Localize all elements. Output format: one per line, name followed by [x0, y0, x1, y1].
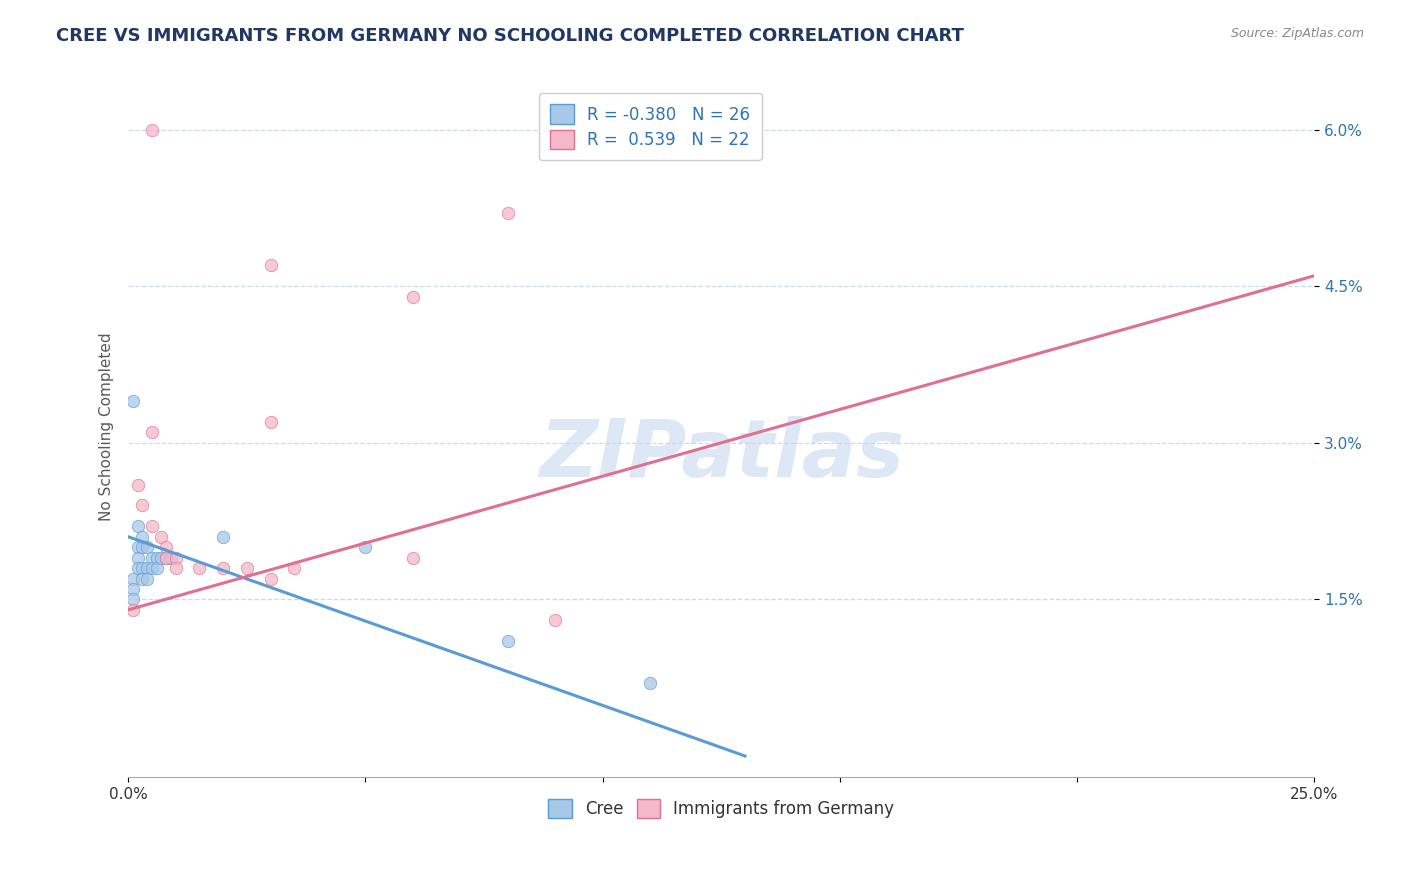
Point [141, 519, 163, 533]
Point [259, 572, 281, 586]
Point [165, 550, 187, 565]
Point [155, 550, 177, 565]
Text: ZIPatlas: ZIPatlas [538, 417, 904, 494]
Point [122, 582, 145, 596]
Point [136, 561, 159, 575]
Point [212, 530, 235, 544]
Point [188, 561, 211, 575]
Point [131, 530, 153, 544]
Point [402, 550, 425, 565]
Point [127, 519, 149, 533]
Point [127, 477, 149, 491]
Point [122, 603, 145, 617]
Point [145, 550, 167, 565]
Point [259, 258, 281, 272]
Point [131, 572, 153, 586]
Point [122, 394, 145, 409]
Point [127, 540, 149, 554]
Point [496, 206, 519, 220]
Point [131, 561, 153, 575]
Point [165, 561, 187, 575]
Point [136, 572, 159, 586]
Text: CREE VS IMMIGRANTS FROM GERMANY NO SCHOOLING COMPLETED CORRELATION CHART: CREE VS IMMIGRANTS FROM GERMANY NO SCHOO… [56, 27, 965, 45]
Point [236, 561, 259, 575]
Y-axis label: No Schooling Completed: No Schooling Completed [100, 333, 114, 522]
Point [122, 592, 145, 607]
Point [150, 550, 173, 565]
Point [131, 499, 153, 513]
Point [212, 561, 235, 575]
Text: Source: ZipAtlas.com: Source: ZipAtlas.com [1230, 27, 1364, 40]
Point [160, 550, 183, 565]
Point [283, 561, 305, 575]
Point [141, 122, 163, 136]
Point [141, 550, 163, 565]
Point [496, 634, 519, 648]
Point [544, 613, 567, 627]
Point [638, 676, 661, 690]
Point [122, 572, 145, 586]
Point [354, 540, 377, 554]
Point [141, 425, 163, 440]
Point [131, 540, 153, 554]
Point [150, 530, 173, 544]
Point [145, 561, 167, 575]
Point [402, 290, 425, 304]
Point [136, 540, 159, 554]
Point [141, 561, 163, 575]
Point [155, 540, 177, 554]
Point [259, 415, 281, 429]
Point [155, 550, 177, 565]
Point [127, 550, 149, 565]
Legend: Cree, Immigrants from Germany: Cree, Immigrants from Germany [541, 792, 901, 824]
Point [127, 561, 149, 575]
